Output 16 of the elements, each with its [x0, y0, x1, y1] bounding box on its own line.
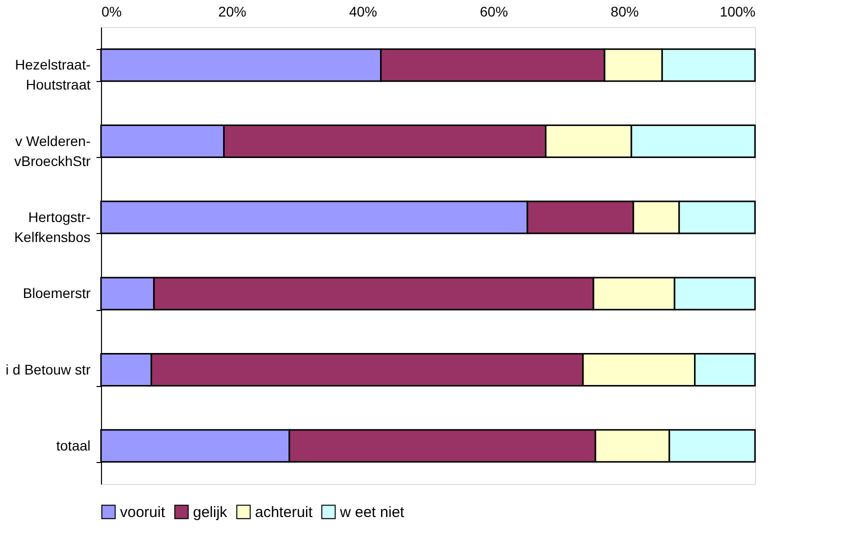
x-tick-label: 80% — [610, 4, 639, 20]
legend-label: w eet niet — [339, 504, 406, 521]
y-tick-label: Hezelstraat- Houtstraat — [15, 56, 91, 93]
legend-label: vooruit — [120, 504, 166, 521]
x-tick-label: 100% — [720, 4, 756, 20]
y-tick-label: i d Betouw str — [6, 361, 91, 378]
legend-label: gelijk — [193, 504, 228, 521]
y-tick-label: Hertogstr- Kelfkensbos — [14, 208, 91, 245]
legend-label: achteruit — [255, 504, 314, 521]
x-tick-label: 60% — [480, 4, 508, 20]
x-tick-label: 40% — [349, 4, 378, 20]
y-tick-label: Bloemerstr — [22, 285, 91, 302]
x-tick-label: 0% — [102, 4, 122, 20]
y-tick-label: totaal — [56, 437, 90, 454]
x-tick-label: 20% — [218, 4, 246, 20]
y-tick-label: v Welderen- vBroeckhStr — [14, 132, 91, 169]
